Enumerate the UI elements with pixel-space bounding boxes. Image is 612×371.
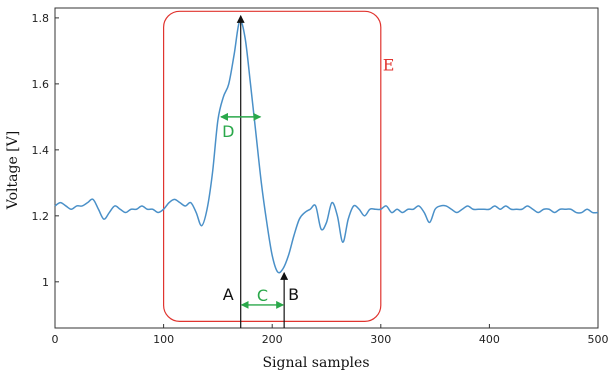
region-e-label: E — [383, 56, 395, 75]
x-tick-label: 400 — [479, 333, 500, 346]
voltage-series-line — [54, 19, 599, 274]
x-axis-ticks: 0 100 200 300 400 500 — [52, 324, 609, 346]
y-tick-label: 1.2 — [32, 210, 50, 223]
x-tick-label: 100 — [153, 333, 174, 346]
plot-area — [54, 7, 599, 329]
x-tick-label: 200 — [262, 333, 283, 346]
y-tick-label: 1 — [42, 276, 49, 289]
x-axis-title: Signal samples — [262, 355, 369, 371]
region-e-box — [163, 10, 382, 323]
x-tick-label: 0 — [52, 333, 59, 346]
interval-c-label: C — [257, 286, 268, 305]
y-tick-label: 1.6 — [32, 78, 50, 91]
x-tick-label: 300 — [370, 333, 391, 346]
y-tick-label: 1.8 — [32, 12, 50, 25]
y-tick-label: 1.4 — [32, 144, 50, 157]
x-tick-label: 500 — [588, 333, 609, 346]
y-axis-ticks: 1 1.2 1.4 1.6 1.8 — [32, 12, 59, 289]
y-axis-title: Voltage [V] — [5, 131, 21, 210]
width-d-label: D — [222, 122, 234, 141]
peak-a-label: A — [223, 285, 234, 304]
trough-b-label: B — [288, 285, 299, 304]
